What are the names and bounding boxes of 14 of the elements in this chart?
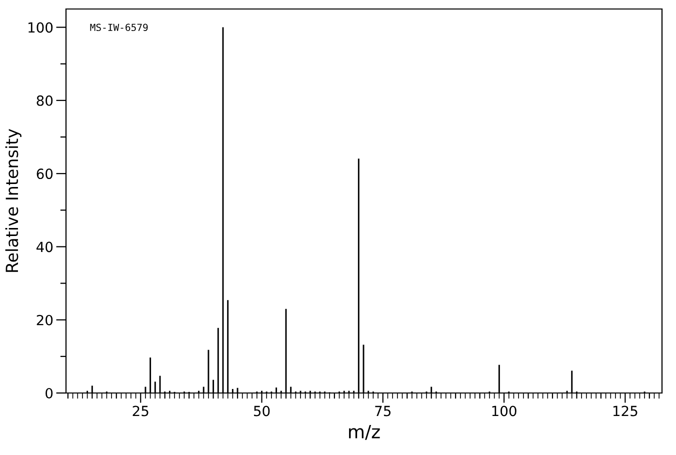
y-tick-label: 20 — [36, 314, 53, 326]
y-tick-label: 40 — [36, 242, 53, 252]
x-tick-label: 25 — [132, 406, 148, 416]
y-tick-label: 80 — [36, 95, 53, 106]
y-tick-label: 60 — [36, 168, 53, 180]
x-tick-label: 125 — [613, 406, 638, 416]
x-tick-label: 75 — [375, 406, 391, 416]
y-axis-title: Relative Intensity — [5, 128, 22, 272]
annotation: MS-IW-6579 — [90, 24, 148, 32]
x-tick-label: 50 — [254, 406, 270, 416]
y-tick-label: 100 — [28, 22, 53, 33]
y-tick-label: 0 — [46, 388, 53, 398]
x-tick-label: 100 — [492, 406, 516, 416]
x-axis-title: m/z — [349, 425, 380, 440]
